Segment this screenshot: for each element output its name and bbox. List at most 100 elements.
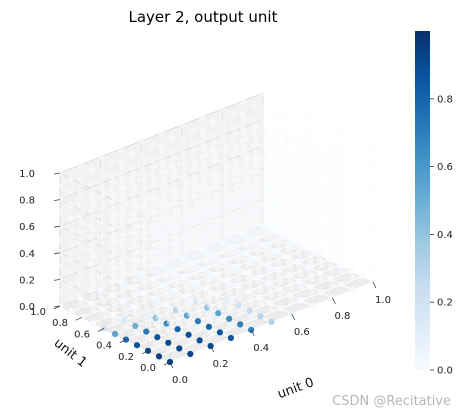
y-tick-label: 0.2 bbox=[118, 352, 134, 363]
data-point bbox=[176, 332, 183, 339]
data-point bbox=[336, 248, 344, 255]
data-point bbox=[154, 294, 161, 301]
data-point bbox=[226, 262, 233, 269]
data-point bbox=[338, 201, 345, 208]
data-point bbox=[78, 207, 86, 214]
data-point bbox=[358, 166, 366, 174]
data-point bbox=[298, 204, 305, 211]
data-point bbox=[237, 228, 244, 235]
data-point bbox=[268, 199, 275, 206]
data-point bbox=[259, 89, 267, 97]
data-point bbox=[110, 298, 117, 305]
data-point bbox=[283, 120, 290, 127]
data-point bbox=[263, 154, 270, 162]
data-point bbox=[369, 252, 377, 259]
data-point bbox=[171, 154, 178, 161]
data-point bbox=[77, 241, 84, 248]
data-point bbox=[266, 219, 273, 227]
data-point bbox=[78, 274, 86, 281]
data-point bbox=[216, 276, 223, 283]
data-point bbox=[338, 161, 345, 168]
data-point bbox=[154, 320, 161, 327]
data-point bbox=[318, 236, 325, 243]
data-point bbox=[100, 272, 108, 279]
data-point bbox=[230, 138, 237, 145]
z-tick-label: 0.4 bbox=[19, 249, 35, 260]
data-point bbox=[296, 238, 303, 245]
data-point bbox=[226, 209, 233, 216]
data-point bbox=[149, 143, 156, 150]
data-point bbox=[215, 203, 222, 210]
data-point bbox=[196, 204, 203, 211]
data-point bbox=[89, 200, 97, 207]
data-point bbox=[309, 209, 316, 216]
data-point bbox=[163, 200, 170, 207]
data-point bbox=[255, 161, 262, 168]
data-point bbox=[191, 146, 198, 153]
data-point bbox=[78, 287, 86, 294]
data-point bbox=[288, 204, 295, 211]
data-point bbox=[133, 262, 141, 269]
data-point bbox=[329, 241, 336, 248]
data-point bbox=[296, 251, 303, 258]
data-point bbox=[132, 269, 139, 276]
data-point bbox=[329, 188, 336, 195]
data-point bbox=[77, 188, 84, 195]
data-point bbox=[187, 337, 194, 344]
data-point bbox=[182, 173, 189, 180]
data-point bbox=[117, 172, 124, 179]
data-point-active bbox=[248, 326, 255, 334]
data-point bbox=[292, 120, 300, 127]
data-point bbox=[165, 299, 172, 306]
data-point-active bbox=[235, 302, 242, 309]
data-point bbox=[143, 208, 150, 215]
data-point bbox=[227, 321, 234, 328]
data-point-active bbox=[121, 317, 128, 324]
data-point bbox=[276, 232, 283, 240]
data-point bbox=[178, 135, 185, 142]
data-point bbox=[99, 213, 106, 220]
data-point bbox=[239, 124, 246, 131]
data-point bbox=[174, 286, 181, 293]
data-point bbox=[298, 270, 305, 277]
data-point bbox=[77, 175, 84, 182]
data-point bbox=[77, 228, 84, 235]
data-point bbox=[200, 133, 207, 140]
data-point bbox=[226, 249, 233, 256]
data-point bbox=[309, 249, 316, 256]
data-point bbox=[316, 216, 323, 224]
data-point bbox=[235, 182, 242, 189]
data-point bbox=[67, 255, 75, 262]
x-tick-label: 0.0 bbox=[172, 375, 188, 386]
data-point bbox=[298, 217, 305, 224]
data-point bbox=[89, 293, 97, 300]
data-point-active bbox=[154, 334, 161, 341]
data-point bbox=[298, 177, 305, 184]
data-point bbox=[89, 306, 97, 313]
data-point bbox=[194, 264, 201, 272]
data-point bbox=[288, 231, 295, 238]
data-point bbox=[180, 154, 187, 161]
data-point bbox=[183, 206, 190, 213]
data-point-active bbox=[165, 339, 172, 346]
data-point bbox=[171, 181, 178, 188]
data-point bbox=[257, 246, 264, 253]
data-point bbox=[235, 275, 242, 282]
z-tick-label: 0.0 bbox=[19, 302, 35, 313]
data-point bbox=[100, 232, 108, 239]
data-point bbox=[205, 190, 212, 197]
data-point bbox=[110, 205, 117, 212]
data-point bbox=[199, 113, 206, 121]
data-point bbox=[152, 195, 159, 202]
data-point bbox=[259, 103, 267, 110]
data-point bbox=[78, 300, 86, 307]
data-point bbox=[268, 279, 275, 286]
data-point bbox=[309, 263, 316, 270]
data-point bbox=[347, 227, 355, 234]
data-point bbox=[213, 157, 220, 165]
data-point bbox=[276, 166, 283, 173]
data-point bbox=[187, 284, 194, 291]
data-point bbox=[160, 149, 167, 156]
data-point bbox=[235, 288, 242, 295]
data-point bbox=[252, 136, 259, 143]
